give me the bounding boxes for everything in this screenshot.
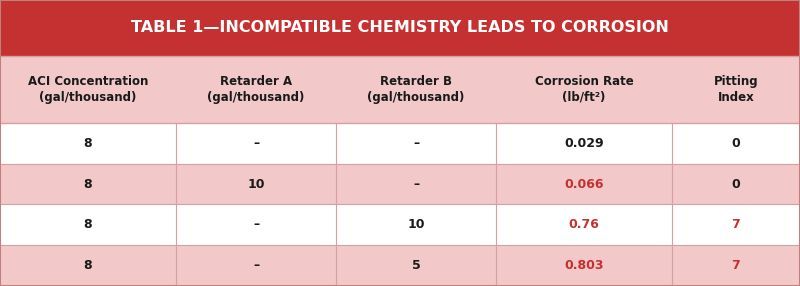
Bar bbox=[0, 123, 800, 164]
Bar bbox=[0, 56, 800, 123]
Text: 8: 8 bbox=[84, 259, 92, 272]
Text: 8: 8 bbox=[84, 178, 92, 190]
Text: –: – bbox=[413, 178, 419, 190]
Text: Retarder A
(gal/thousand): Retarder A (gal/thousand) bbox=[207, 75, 305, 104]
Text: Corrosion Rate
(lb/ft²): Corrosion Rate (lb/ft²) bbox=[534, 75, 634, 104]
Text: 5: 5 bbox=[412, 259, 420, 272]
Text: Retarder B
(gal/thousand): Retarder B (gal/thousand) bbox=[367, 75, 465, 104]
Text: 8: 8 bbox=[84, 219, 92, 231]
Text: 0.76: 0.76 bbox=[569, 219, 599, 231]
Text: 10: 10 bbox=[407, 219, 425, 231]
Bar bbox=[0, 204, 800, 245]
Text: –: – bbox=[413, 137, 419, 150]
Text: ACI Concentration
(gal/thousand): ACI Concentration (gal/thousand) bbox=[28, 75, 148, 104]
Text: 0: 0 bbox=[732, 137, 740, 150]
Bar bbox=[0, 245, 800, 286]
Text: 0.803: 0.803 bbox=[564, 259, 604, 272]
Text: –: – bbox=[253, 259, 259, 272]
Text: 7: 7 bbox=[732, 219, 740, 231]
Text: 10: 10 bbox=[247, 178, 265, 190]
Bar bbox=[0, 164, 800, 204]
Bar bbox=[0, 0, 800, 56]
Text: –: – bbox=[253, 137, 259, 150]
Text: 0: 0 bbox=[732, 178, 740, 190]
Text: –: – bbox=[253, 219, 259, 231]
Text: 0.066: 0.066 bbox=[564, 178, 604, 190]
Text: Pitting
Index: Pitting Index bbox=[714, 75, 758, 104]
Text: 8: 8 bbox=[84, 137, 92, 150]
Text: 0.029: 0.029 bbox=[564, 137, 604, 150]
Text: TABLE 1—INCOMPATIBLE CHEMISTRY LEADS TO CORROSION: TABLE 1—INCOMPATIBLE CHEMISTRY LEADS TO … bbox=[131, 20, 669, 35]
Text: 7: 7 bbox=[732, 259, 740, 272]
